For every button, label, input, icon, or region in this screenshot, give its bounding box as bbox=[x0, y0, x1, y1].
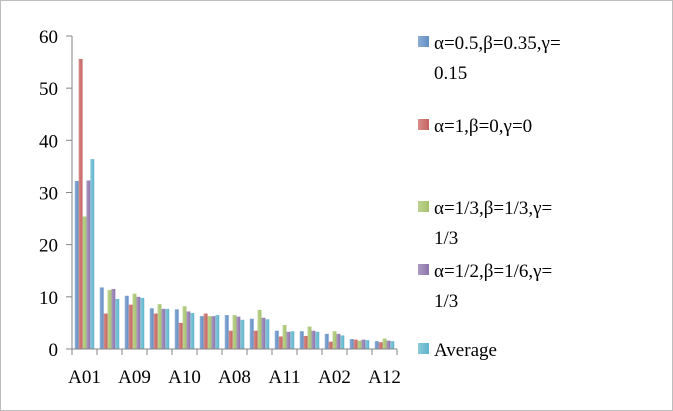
bar bbox=[315, 331, 320, 349]
bar bbox=[332, 331, 337, 349]
x-tick-label: A02 bbox=[318, 367, 351, 388]
bar bbox=[365, 340, 370, 349]
bar bbox=[357, 340, 362, 349]
legend-label: 1/3 bbox=[434, 291, 458, 312]
bar bbox=[382, 338, 387, 349]
y-tick-label: 50 bbox=[39, 79, 58, 100]
bar bbox=[199, 316, 204, 349]
bar bbox=[253, 330, 258, 349]
bar bbox=[136, 296, 141, 349]
legend-label: α=1/3,β=1/3,γ= bbox=[434, 198, 552, 219]
bar bbox=[386, 340, 391, 349]
x-tick-label: A10 bbox=[168, 367, 201, 388]
legend-label: 1/3 bbox=[434, 228, 458, 249]
bar bbox=[82, 216, 87, 349]
bar bbox=[178, 322, 183, 349]
bar bbox=[153, 313, 158, 349]
bar bbox=[374, 341, 379, 349]
bar bbox=[282, 325, 287, 349]
bar bbox=[261, 317, 266, 349]
bar bbox=[257, 309, 262, 350]
legend-swatch bbox=[418, 119, 429, 130]
bar bbox=[224, 315, 229, 349]
legend-swatch bbox=[418, 36, 429, 47]
bar bbox=[74, 181, 79, 349]
bar bbox=[215, 315, 220, 349]
x-tick-label: A09 bbox=[118, 367, 151, 388]
bar bbox=[203, 313, 208, 349]
legend-label: Average bbox=[434, 340, 497, 361]
bar bbox=[353, 339, 358, 349]
bar bbox=[186, 311, 191, 349]
x-tick-label: A11 bbox=[268, 367, 300, 388]
bar bbox=[336, 333, 341, 349]
bar bbox=[174, 309, 179, 349]
bar bbox=[165, 308, 170, 349]
bar bbox=[307, 326, 312, 349]
bar bbox=[211, 316, 216, 349]
x-tick-label: A12 bbox=[368, 367, 401, 388]
y-tick-label: 40 bbox=[39, 131, 58, 152]
bar bbox=[328, 341, 333, 349]
bar bbox=[111, 289, 116, 349]
bar bbox=[149, 308, 154, 349]
bar bbox=[90, 159, 95, 349]
bar bbox=[190, 313, 195, 349]
legend-label: α=0.5,β=0.35,γ= bbox=[434, 33, 561, 54]
bar bbox=[99, 287, 104, 349]
y-tick-label: 60 bbox=[39, 27, 58, 48]
y-tick-label: 30 bbox=[39, 184, 58, 205]
bar bbox=[86, 180, 91, 349]
bar bbox=[207, 316, 212, 349]
bar bbox=[140, 297, 145, 349]
bar bbox=[265, 319, 270, 349]
bar bbox=[349, 339, 354, 349]
bar bbox=[278, 336, 283, 349]
y-tick-label: 20 bbox=[39, 236, 58, 257]
legend-label: α=1,β=0,γ=0 bbox=[434, 116, 532, 137]
bar bbox=[182, 306, 187, 349]
bar bbox=[232, 315, 237, 349]
bar bbox=[390, 341, 395, 349]
legend-swatch bbox=[418, 201, 429, 212]
bar bbox=[286, 331, 291, 349]
bar bbox=[78, 58, 83, 349]
bar bbox=[378, 342, 383, 349]
bar bbox=[303, 335, 308, 349]
bar bbox=[107, 290, 112, 349]
bar bbox=[340, 335, 345, 349]
bar bbox=[299, 331, 304, 349]
bar bbox=[240, 319, 245, 349]
legend-label: α=1/2,β=1/6,γ= bbox=[434, 261, 552, 282]
bar bbox=[115, 298, 120, 349]
x-tick-label: A08 bbox=[218, 367, 251, 388]
y-tick-label: 10 bbox=[39, 288, 58, 309]
bar bbox=[311, 330, 316, 349]
legend-swatch bbox=[418, 343, 429, 354]
legend-swatch bbox=[418, 264, 429, 275]
bar bbox=[103, 313, 108, 349]
bar bbox=[361, 339, 366, 349]
bar bbox=[249, 318, 254, 349]
bar bbox=[290, 331, 295, 349]
bar bbox=[274, 330, 279, 349]
bar bbox=[128, 304, 133, 349]
legend-label: 0.15 bbox=[434, 63, 467, 84]
bar bbox=[161, 308, 166, 349]
x-tick-label: A01 bbox=[68, 367, 101, 388]
y-tick-label: 0 bbox=[49, 340, 59, 361]
bar bbox=[236, 316, 241, 349]
bar bbox=[324, 333, 329, 349]
bar bbox=[157, 304, 162, 349]
bar bbox=[124, 295, 129, 349]
bar bbox=[228, 330, 233, 349]
bar bbox=[132, 293, 137, 349]
